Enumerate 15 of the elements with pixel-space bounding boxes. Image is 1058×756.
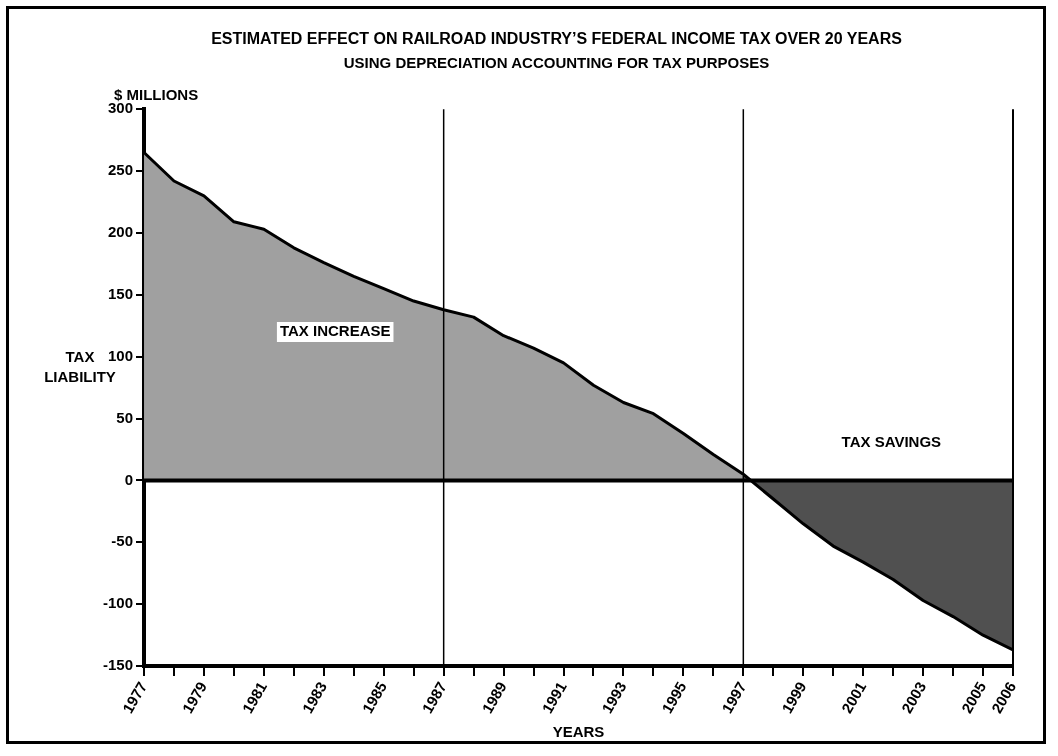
y-tick-label: -50: [111, 532, 134, 550]
y-tick-label: 250: [107, 161, 134, 179]
y-tick-label: 200: [107, 223, 134, 241]
y-tick-label: -150: [102, 656, 134, 674]
y-tick-label: 100: [107, 346, 134, 364]
x-axis-title: YEARS: [552, 723, 605, 741]
y-tick-label: 0: [124, 470, 134, 488]
y-tick-label: -100: [102, 594, 134, 612]
y-tick-label: 150: [107, 284, 134, 302]
chart-title: ESTIMATED EFFECT ON RAILROAD INDUSTRY’S FEDERAL INCOME TAX OVER 20 YEARS: [211, 30, 903, 48]
annotation: TAX INCREASE: [279, 322, 391, 340]
annotation: TAX SAVINGS: [841, 433, 942, 451]
y-tick-label: 50: [116, 408, 134, 426]
text: $ MILLIONS: [114, 85, 199, 103]
chart-subtitle: USING DEPRECIATION ACCOUNTING FOR TAX PURPOSES: [343, 54, 770, 72]
